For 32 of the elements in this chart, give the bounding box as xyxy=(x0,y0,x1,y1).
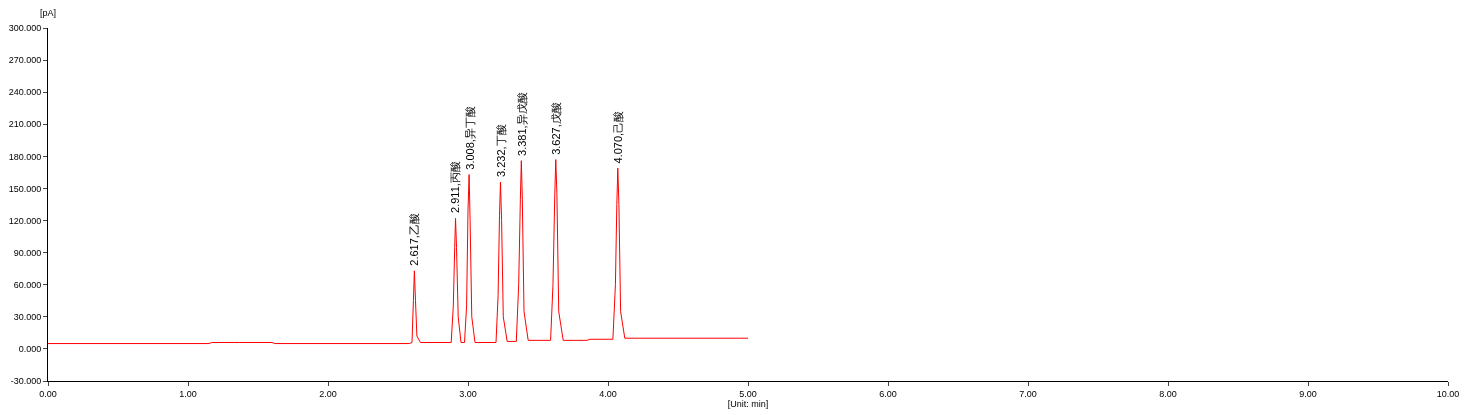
x-tick-label: 10.00 xyxy=(1436,388,1460,399)
y-axis-title: [pA] xyxy=(40,8,57,18)
x-tick-label: 9.00 xyxy=(1299,388,1317,399)
y-tick-label: 300.000 xyxy=(8,23,42,34)
annotation: 4.070,己酸 xyxy=(612,110,625,164)
annotation: 3.008,异丁酸 xyxy=(463,106,476,170)
y-tick-label: 90.000 xyxy=(13,247,42,258)
x-tick-label: 8.00 xyxy=(1159,388,1177,399)
x-tick-label: 4.00 xyxy=(599,388,617,399)
x-tick-label: 6.00 xyxy=(879,388,897,399)
y-tick-label: 30.000 xyxy=(13,311,42,322)
annotation: 3.232,丁酸 xyxy=(494,124,507,178)
annotation: 2.617,乙酸 xyxy=(408,213,421,266)
y-tick-label: 0.000 xyxy=(18,344,42,355)
x-axis-title: [Unit: min] xyxy=(727,398,769,409)
y-tick-label: 180.000 xyxy=(8,151,42,162)
x-tick-label: 2.00 xyxy=(319,388,337,399)
annotation: 3.381,异戊酸 xyxy=(515,92,528,156)
y-tick-label: 240.000 xyxy=(8,87,42,98)
y-tick-label: 210.000 xyxy=(8,119,42,130)
x-tick-label: 1.00 xyxy=(179,388,197,399)
annotation: 3.627,戊酸 xyxy=(549,102,562,155)
x-tick-label: 7.00 xyxy=(1019,388,1037,399)
y-tick-label: 120.000 xyxy=(8,215,42,226)
annotation: 2.911,丙酸 xyxy=(449,161,462,213)
y-tick-label: -30.000 xyxy=(10,376,42,387)
x-tick-label: 3.00 xyxy=(459,388,477,399)
x-tick-label: 5.00 xyxy=(739,388,757,399)
y-tick-label: 60.000 xyxy=(13,279,42,290)
y-tick-label: 270.000 xyxy=(8,55,42,66)
y-tick-label: 150.000 xyxy=(8,183,42,194)
x-tick-label: 0.00 xyxy=(39,388,57,399)
